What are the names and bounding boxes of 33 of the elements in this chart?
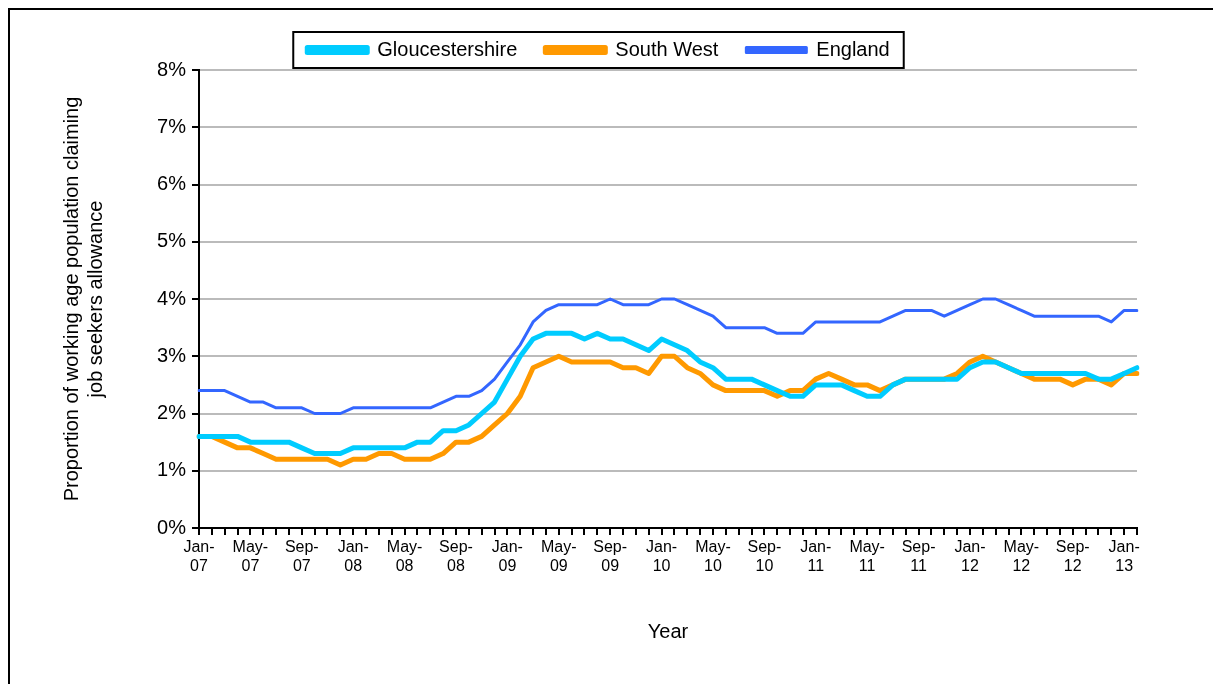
y-tick-label: 6% bbox=[157, 172, 187, 195]
x-tick-label: Jan-10 bbox=[646, 538, 678, 575]
x-tick-label: Jan-09 bbox=[491, 538, 523, 575]
y-tick-label: 0% bbox=[157, 515, 187, 538]
x-tick-label: May-10 bbox=[695, 538, 731, 575]
x-tick-label: Sep-09 bbox=[593, 538, 628, 575]
x-tick-label: Jan-12 bbox=[954, 538, 986, 575]
y-tick-label: 3% bbox=[157, 343, 187, 366]
x-tick-label: Sep-11 bbox=[901, 538, 936, 575]
x-tick-label: Sep-07 bbox=[284, 538, 319, 575]
y-tick-label: 4% bbox=[157, 286, 187, 309]
y-tick-label: 8% bbox=[157, 57, 187, 80]
x-tick-label: Jan-08 bbox=[337, 538, 369, 575]
x-tick-label: May-11 bbox=[849, 538, 885, 575]
x-tick-label: Sep-08 bbox=[439, 538, 473, 575]
y-axis-title: Proportion of working age population claiming job seekers allowance bbox=[59, 96, 106, 502]
y-tick-label: 2% bbox=[157, 401, 187, 424]
legend-label: England bbox=[816, 37, 890, 60]
x-tick-label: May-09 bbox=[541, 538, 577, 575]
x-tick-label: Sep-12 bbox=[1055, 538, 1090, 575]
legend-label: Gloucestershire bbox=[377, 37, 518, 60]
legend-label: South West bbox=[615, 37, 719, 60]
x-tick-label: Sep-10 bbox=[747, 538, 782, 575]
x-tick-label: May-08 bbox=[386, 538, 423, 575]
y-tick-label: 5% bbox=[157, 229, 187, 252]
x-tick-label: May-12 bbox=[1003, 538, 1040, 575]
x-axis-title: Year bbox=[647, 619, 689, 642]
x-tick-label: Jan-11 bbox=[800, 538, 832, 575]
x-tick-label: Jan-13 bbox=[1108, 538, 1140, 575]
y-tick-label: 1% bbox=[157, 458, 187, 481]
y-tick-label: 7% bbox=[157, 114, 187, 137]
x-tick-label: Jan-07 bbox=[183, 538, 215, 575]
x-tick-label: May-07 bbox=[232, 538, 269, 575]
